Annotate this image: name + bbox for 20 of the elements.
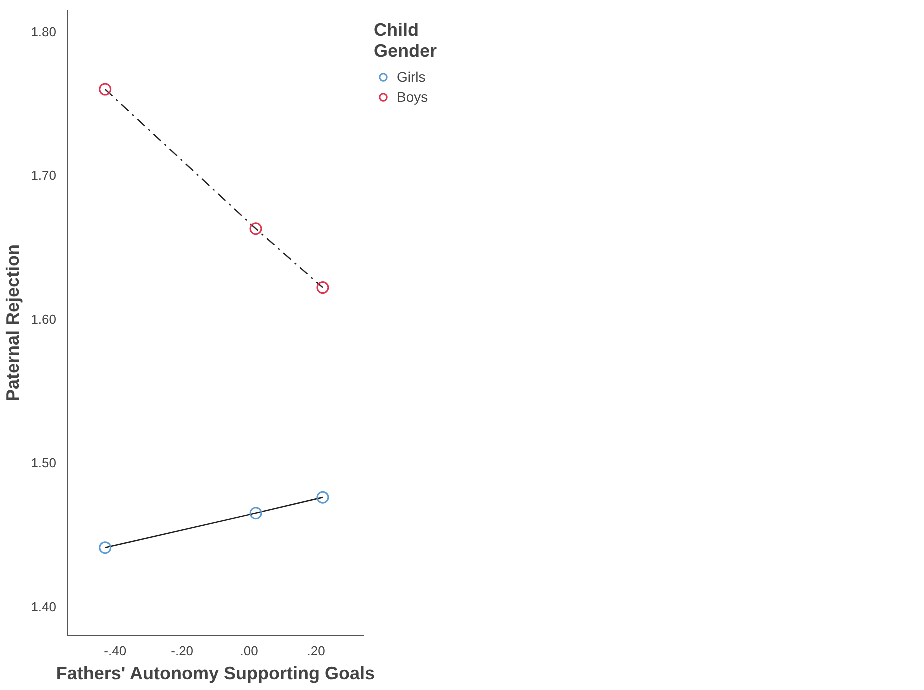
legend-label: Boys <box>397 89 428 105</box>
y-tick-label: 1.70 <box>31 168 57 184</box>
y-axis-title: Paternal Rejection <box>3 244 24 402</box>
y-tick-label: 1.50 <box>31 456 57 471</box>
point <box>316 282 330 294</box>
x-tick-label: .20 <box>307 644 326 658</box>
x-axis-title: Fathers' Autonomy Supporting Goals <box>56 664 375 684</box>
legend-title: Child Gender <box>374 20 438 62</box>
y-tick-label: 1.80 <box>31 24 57 40</box>
point <box>316 491 330 504</box>
point <box>99 83 112 96</box>
point <box>250 507 262 520</box>
x-tick-label: -.40 <box>104 644 127 658</box>
x-tick-label: .00 <box>240 644 258 658</box>
x-tick-label: -.20 <box>171 644 194 658</box>
y-tick-label: 1.60 <box>31 312 57 327</box>
point <box>250 222 262 236</box>
legend-label: Girls <box>397 69 426 85</box>
point <box>99 542 112 554</box>
y-tick-label: 1.40 <box>31 599 57 614</box>
